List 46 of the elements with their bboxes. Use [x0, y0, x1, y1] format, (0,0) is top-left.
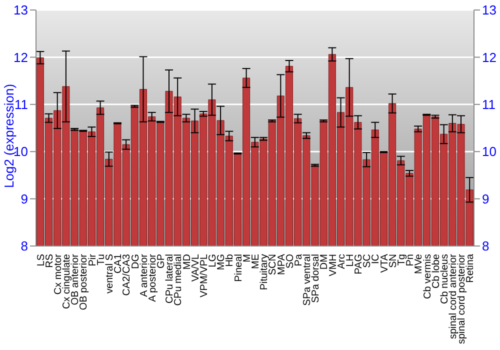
y2-tick-label: 9	[482, 191, 490, 206]
x-tick-label: Pituitary	[259, 254, 270, 290]
y-tick-label: 12	[14, 50, 28, 65]
x-tick-label: Pir	[87, 253, 98, 266]
x-tick-label: SN	[388, 254, 399, 268]
x-tick-label: ventral S	[104, 254, 116, 294]
x-tick-label: DG	[130, 254, 142, 269]
x-tick-label: VPM/VPL	[198, 254, 210, 298]
x-tick-label: Tu	[96, 254, 107, 266]
x-tick-label: SO	[284, 254, 296, 268]
x-tick-label: ME	[250, 254, 262, 269]
x-tick-label: VTA	[379, 254, 390, 273]
y2-tick-label: 8	[482, 238, 490, 254]
x-tick-label: IC	[370, 254, 382, 264]
x-tick-label: Retina	[465, 254, 476, 283]
x-tick-label: spinal cord posterior	[456, 253, 468, 344]
y2-tick-label: 10	[482, 144, 496, 160]
x-tick-label: RS	[44, 254, 56, 268]
x-tick-label: CPu medial	[173, 254, 184, 306]
x-tick-label: A anterior	[138, 253, 150, 297]
x-tick-label: Pa	[293, 254, 304, 266]
y2-tick-label: 11	[482, 97, 496, 112]
x-tick-label: DM	[319, 254, 330, 270]
x-tick-label: Cb lobe	[430, 254, 442, 288]
y-tick-label: 10	[14, 144, 28, 160]
x-tick-label: MPA	[276, 254, 288, 275]
x-tick-label: Cb nucleus	[439, 254, 450, 304]
y2-tick-label: 13	[482, 2, 496, 18]
x-tick-label: CA2/CA3	[122, 254, 133, 296]
y-tick-label: 11	[14, 97, 28, 112]
x-tick-label: Arc	[336, 254, 348, 269]
x-tick-label: VMH	[328, 254, 339, 276]
y-tick-label: 8	[20, 238, 28, 254]
x-tick-label: LH	[344, 254, 356, 267]
y2-tick-label: 12	[482, 50, 496, 65]
x-tick-label: Tg	[396, 254, 408, 266]
x-tick-label: Hb	[224, 254, 236, 267]
x-tick-label: OB posterior	[78, 253, 90, 310]
x-tick-label: MVe	[414, 254, 425, 274]
x-tick-label: SCN	[268, 254, 279, 276]
y-tick-label: 13	[14, 2, 28, 18]
y-tick-label: 9	[20, 191, 28, 206]
x-tick-label: Pineal	[233, 254, 244, 282]
x-tick-label: M	[242, 254, 253, 262]
x-tick-label: LS	[36, 254, 47, 266]
x-tick-label: A posterior	[147, 253, 158, 302]
